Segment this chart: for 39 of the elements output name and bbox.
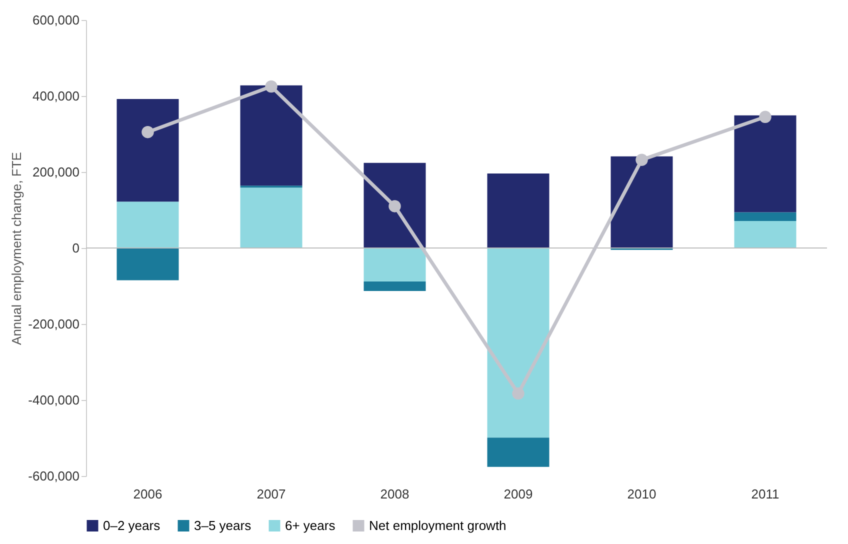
bar	[734, 115, 796, 212]
bar	[734, 212, 796, 222]
legend-label: 3–5 years	[194, 518, 252, 533]
bar	[364, 248, 426, 282]
y-tick-label: -600,000	[28, 468, 80, 484]
bar	[734, 221, 796, 248]
y-tick-label: -200,000	[28, 316, 80, 332]
point	[512, 387, 524, 400]
y-tick-label: 0	[72, 240, 80, 256]
bar	[240, 85, 302, 186]
bar	[240, 188, 302, 248]
y-tick-label: 400,000	[32, 88, 80, 104]
x-tick-label: 2006	[133, 486, 162, 502]
bar	[487, 438, 550, 467]
bar	[364, 162, 426, 248]
x-tick-label: 2008	[380, 486, 410, 502]
legend-label: 0–2 years	[103, 518, 161, 533]
x-tick-label: 2009	[504, 486, 533, 502]
bar	[487, 248, 550, 438]
point	[636, 154, 648, 166]
y-tick-label: 200,000	[32, 164, 80, 180]
legend-label: 6+ years	[285, 518, 336, 533]
x-tick-label: 2007	[256, 486, 286, 502]
bar	[116, 248, 179, 280]
x-tick-label: 2010	[627, 486, 656, 502]
point	[265, 80, 278, 93]
point	[759, 110, 772, 124]
point	[142, 126, 154, 138]
point	[388, 200, 401, 212]
bar	[610, 156, 673, 248]
legend-label: Net employment growth	[369, 518, 506, 533]
bar	[116, 202, 179, 248]
y-axis-title: Annual employment change, FTE	[9, 152, 24, 345]
x-tick-label: 2011	[751, 486, 780, 502]
bar	[116, 99, 179, 202]
y-tick-label: -400,000	[28, 392, 80, 408]
y-tick-label: 600,000	[32, 12, 80, 28]
bar	[364, 281, 426, 291]
bar	[487, 174, 550, 248]
